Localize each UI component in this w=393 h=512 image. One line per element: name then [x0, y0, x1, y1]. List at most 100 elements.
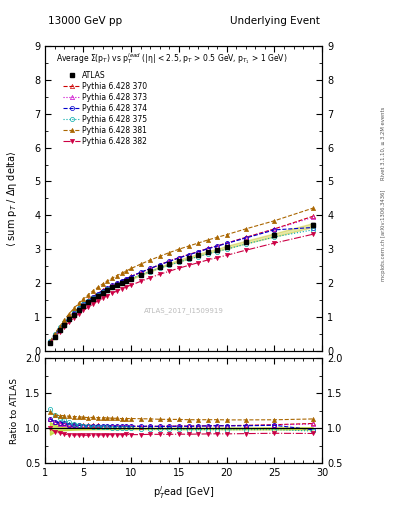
Pythia 6.428 375	[224, 246, 229, 252]
Pythia 6.428 375	[148, 268, 152, 274]
Pythia 6.428 370	[100, 287, 105, 293]
Pythia 6.428 381	[215, 234, 220, 241]
Pythia 6.428 373	[215, 243, 220, 249]
Pythia 6.428 381	[124, 268, 129, 274]
Pythia 6.428 381	[62, 317, 67, 323]
Pythia 6.428 374	[91, 294, 95, 301]
Pythia 6.428 381	[100, 281, 105, 287]
Pythia 6.428 370	[67, 314, 72, 321]
Pythia 6.428 370	[119, 278, 124, 284]
Pythia 6.428 373	[272, 226, 277, 232]
Pythia 6.428 375	[310, 227, 315, 233]
Pythia 6.428 370	[81, 301, 86, 307]
Pythia 6.428 373	[76, 305, 81, 311]
Pythia 6.428 375	[158, 265, 162, 271]
Pythia 6.428 374	[148, 265, 152, 271]
Text: Underlying Event: Underlying Event	[230, 16, 320, 26]
Pythia 6.428 382	[272, 240, 277, 246]
Pythia 6.428 382	[76, 311, 81, 317]
Pythia 6.428 382	[119, 286, 124, 292]
Pythia 6.428 374	[138, 269, 143, 275]
Pythia 6.428 382	[186, 262, 191, 268]
Pythia 6.428 370	[91, 293, 95, 300]
Line: Pythia 6.428 373: Pythia 6.428 373	[48, 215, 315, 345]
Pythia 6.428 375	[86, 298, 90, 304]
Pythia 6.428 370	[148, 265, 152, 271]
Pythia 6.428 375	[110, 284, 114, 290]
Pythia 6.428 374	[110, 282, 114, 288]
Pythia 6.428 381	[272, 218, 277, 224]
Pythia 6.428 381	[52, 331, 57, 337]
Pythia 6.428 382	[72, 315, 76, 321]
Pythia 6.428 373	[72, 310, 76, 316]
Line: Pythia 6.428 374: Pythia 6.428 374	[48, 225, 315, 345]
Text: ATLAS_2017_I1509919: ATLAS_2017_I1509919	[144, 307, 224, 314]
Pythia 6.428 375	[105, 286, 110, 292]
Pythia 6.428 370	[114, 280, 119, 286]
Pythia 6.428 374	[224, 240, 229, 246]
Pythia 6.428 374	[95, 291, 100, 297]
Pythia 6.428 373	[196, 248, 200, 254]
Pythia 6.428 375	[138, 272, 143, 278]
Pythia 6.428 381	[105, 278, 110, 284]
Pythia 6.428 375	[114, 282, 119, 288]
X-axis label: p$_T^l$ead [GeV]: p$_T^l$ead [GeV]	[153, 484, 214, 501]
Pythia 6.428 375	[272, 234, 277, 240]
Pythia 6.428 370	[124, 275, 129, 282]
Pythia 6.428 382	[48, 340, 52, 346]
Pythia 6.428 382	[100, 295, 105, 302]
Pythia 6.428 370	[110, 282, 114, 288]
Pythia 6.428 370	[272, 226, 277, 232]
Pythia 6.428 370	[129, 273, 134, 280]
Line: Pythia 6.428 370: Pythia 6.428 370	[48, 214, 315, 345]
Pythia 6.428 370	[310, 214, 315, 220]
Pythia 6.428 370	[72, 309, 76, 315]
Pythia 6.428 370	[167, 258, 172, 264]
Pythia 6.428 381	[148, 257, 152, 263]
Pythia 6.428 381	[86, 292, 90, 298]
Pythia 6.428 382	[52, 334, 57, 340]
Pythia 6.428 381	[129, 265, 134, 271]
Pythia 6.428 370	[48, 339, 52, 345]
Pythia 6.428 382	[81, 307, 86, 313]
Pythia 6.428 374	[48, 339, 52, 345]
Pythia 6.428 370	[62, 319, 67, 326]
Pythia 6.428 374	[167, 258, 172, 264]
Pythia 6.428 373	[148, 265, 152, 271]
Pythia 6.428 375	[119, 280, 124, 286]
Pythia 6.428 373	[129, 273, 134, 280]
Pythia 6.428 381	[186, 243, 191, 249]
Pythia 6.428 370	[186, 251, 191, 258]
Pythia 6.428 374	[67, 314, 72, 321]
Pythia 6.428 381	[167, 249, 172, 255]
Pythia 6.428 381	[81, 296, 86, 302]
Pythia 6.428 375	[205, 251, 210, 257]
Y-axis label: ⟨ sum p$_T$ / Δη delta⟩: ⟨ sum p$_T$ / Δη delta⟩	[5, 150, 19, 247]
Pythia 6.428 381	[224, 231, 229, 238]
Pythia 6.428 374	[310, 224, 315, 230]
Pythia 6.428 382	[57, 329, 62, 335]
Pythia 6.428 373	[91, 294, 95, 301]
Text: mcplots.cern.ch [arXiv:1306.3436]: mcplots.cern.ch [arXiv:1306.3436]	[381, 190, 386, 281]
Pythia 6.428 373	[81, 301, 86, 307]
Pythia 6.428 375	[124, 278, 129, 284]
Pythia 6.428 375	[76, 305, 81, 311]
Pythia 6.428 370	[205, 245, 210, 251]
Pythia 6.428 373	[244, 234, 248, 241]
Pythia 6.428 373	[205, 245, 210, 251]
Pythia 6.428 370	[138, 269, 143, 275]
Pythia 6.428 370	[86, 297, 90, 303]
Pythia 6.428 382	[110, 290, 114, 296]
Pythia 6.428 382	[138, 278, 143, 284]
Pythia 6.428 382	[148, 274, 152, 281]
Pythia 6.428 381	[110, 275, 114, 282]
Pythia 6.428 373	[95, 291, 100, 297]
Pythia 6.428 370	[158, 262, 162, 268]
Pythia 6.428 382	[114, 288, 119, 294]
Pythia 6.428 373	[67, 314, 72, 321]
Pythia 6.428 373	[158, 262, 162, 268]
Pythia 6.428 381	[67, 311, 72, 317]
Pythia 6.428 382	[158, 271, 162, 278]
Pythia 6.428 381	[158, 253, 162, 260]
Pythia 6.428 375	[67, 313, 72, 319]
